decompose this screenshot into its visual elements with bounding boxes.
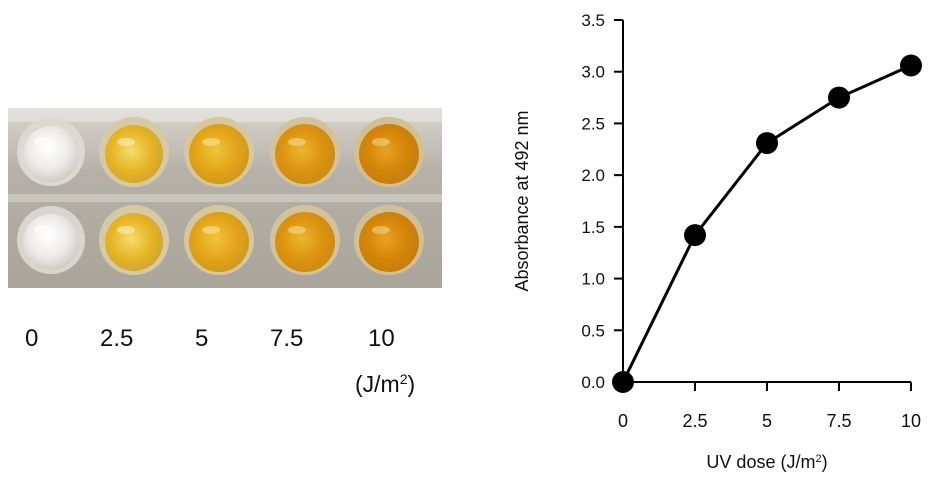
data-point <box>612 371 634 393</box>
data-point <box>684 224 706 247</box>
y-tick-label: 0.0 <box>581 373 605 392</box>
dose-unit-label: (J/m2) <box>355 372 415 396</box>
y-tick-label: 1.5 <box>581 218 605 237</box>
y-tick-label: 2.0 <box>581 166 605 185</box>
dose-label-0: 0 <box>25 325 39 352</box>
x-axis-title-superscript: 2 <box>815 453 821 465</box>
x-tick-label: 5 <box>762 411 772 431</box>
series-line <box>621 64 912 383</box>
dose-label-2-5: 2.5 <box>100 325 134 352</box>
data-point <box>900 54 922 77</box>
dose-unit-prefix: (J/m <box>355 371 400 397</box>
x-tick-label: 0 <box>618 411 628 431</box>
y-tick-label: 3.5 <box>581 11 605 30</box>
y-tick-label: 1.0 <box>581 270 605 289</box>
y-tick-label: 2.5 <box>581 114 605 133</box>
data-point <box>756 132 778 155</box>
microplate-photo <box>8 108 442 288</box>
x-axis-title-suffix: ) <box>822 452 828 472</box>
chart-axes <box>622 20 911 383</box>
x-axis-ticks: 0 2.5 5 7.5 10 <box>618 382 921 431</box>
x-tick-label: 2.5 <box>682 411 707 431</box>
dose-unit-superscript: 2 <box>399 371 408 387</box>
data-point <box>828 86 850 109</box>
y-axis-title: Absorbance at 492 nm <box>512 110 532 291</box>
x-tick-label: 10 <box>901 411 921 431</box>
y-axis-ticks: 0.0 0.5 1.0 1.5 2.0 2.5 3.0 3.5 <box>581 11 623 392</box>
x-axis-title-prefix: UV dose (J/m <box>706 452 815 472</box>
series-absorbance <box>612 54 922 393</box>
dose-label-7-5: 7.5 <box>270 325 304 352</box>
dose-label-5: 5 <box>195 325 209 352</box>
x-axis-title: UV dose (J/m2) <box>706 452 827 472</box>
dose-label-10: 10 <box>368 325 395 352</box>
y-tick-label: 0.5 <box>581 321 605 340</box>
y-tick-label: 3.0 <box>581 63 605 82</box>
well-row-bottom <box>17 205 424 275</box>
well-highlights <box>34 137 390 235</box>
absorbance-chart: 0.0 0.5 1.0 1.5 2.0 2.5 3.0 3.5 0 2.5 5 7.5 10 Abso… <box>512 11 922 472</box>
x-tick-label: 7.5 <box>826 411 851 431</box>
dose-unit-suffix: ) <box>407 371 416 397</box>
